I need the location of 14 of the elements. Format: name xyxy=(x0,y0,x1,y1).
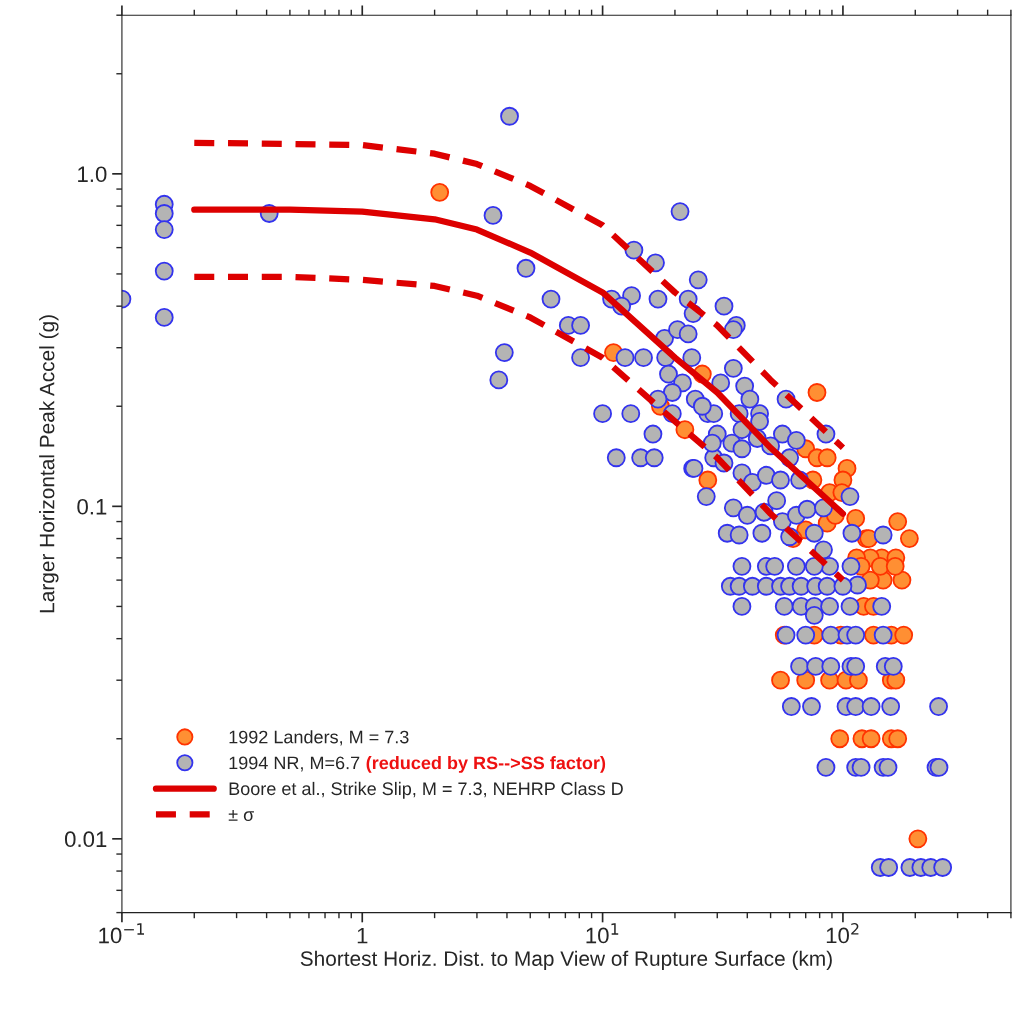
legend-label: 1994 NR, M=6.7 xyxy=(229,756,360,772)
x-tick-label: 10$^{1}$ xyxy=(586,923,619,944)
y-axis-title: Larger Horizontal Peak Accel (g) xyxy=(39,315,59,613)
legend-label: 1992 Landers, M = 7.3 xyxy=(229,730,409,746)
y-tick-label: 1.0 xyxy=(78,166,107,183)
x-tick-label: 10$^{2}$ xyxy=(826,923,859,944)
y-tick-label: 0.1 xyxy=(77,498,107,515)
legend-label: ± σ xyxy=(228,810,254,821)
legend-label: Boore et al., Strike Slip, M = 7.3, NEHRP Class D xyxy=(229,781,623,799)
x-axis-title: Shortest Horiz. Dist. to Map View of Rupture Surface (km) xyxy=(300,950,832,971)
x-tick-label: 1 xyxy=(357,928,368,944)
y-tick-label: 0.01 xyxy=(64,831,107,848)
x-tick-label: 10$^{−1}$ xyxy=(99,923,145,944)
annotation: (reduced by RS-->SS factor) xyxy=(366,756,606,773)
